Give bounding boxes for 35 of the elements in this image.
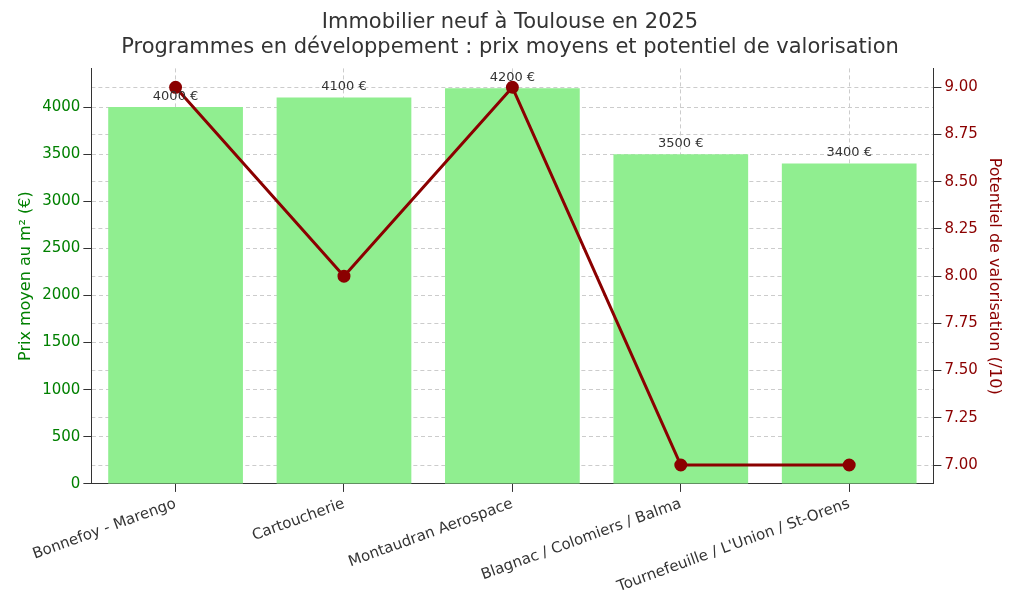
point [674,458,688,472]
y-tick-label: 500 [51,426,81,445]
point [842,458,856,472]
data-label: 3500 € [658,135,704,151]
chart-subtitle: Programmes en développement : prix moyens et potentiel de valorisation [121,34,899,59]
data-label: 4200 € [489,69,536,85]
data-label: 4100 € [321,78,367,94]
y-tick-label: 0 [70,473,81,492]
y2-tick-label: 8.25 [944,218,978,237]
y2-tick-label: 8.75 [944,124,978,143]
data-label: 3400 € [826,144,872,160]
y-tick-label: 4000 [42,96,81,115]
y-tick-label: 1500 [42,332,81,351]
bar [276,97,412,484]
y2-tick-label: 7.25 [944,407,978,426]
chart-title: Immobilier neuf à Toulouse en 2025 [321,9,699,34]
point [505,80,519,94]
y2-axis-title: Potentiel de valorisation (/10) [986,157,1006,395]
y-tick-label: 3000 [42,191,81,210]
point [337,269,351,283]
y2-tick-label: 9.00 [944,77,978,96]
y2-tick-label: 8.50 [944,171,978,190]
y2-tick-label: 7.50 [944,360,978,379]
bar [108,107,243,484]
y-tick-label: 3500 [42,144,81,163]
y-tick-label: 2500 [42,238,81,257]
y-tick-label: 1000 [42,379,81,398]
y-axis-title: Prix moyen au m² (€) [14,191,34,361]
bar [613,154,749,484]
bar [445,88,580,484]
bar [781,163,917,484]
y-tick-label: 2000 [42,285,81,304]
y2-tick-label: 7.75 [944,313,978,332]
y2-tick-label: 7.00 [944,454,978,473]
y2-tick-label: 8.00 [944,266,978,285]
